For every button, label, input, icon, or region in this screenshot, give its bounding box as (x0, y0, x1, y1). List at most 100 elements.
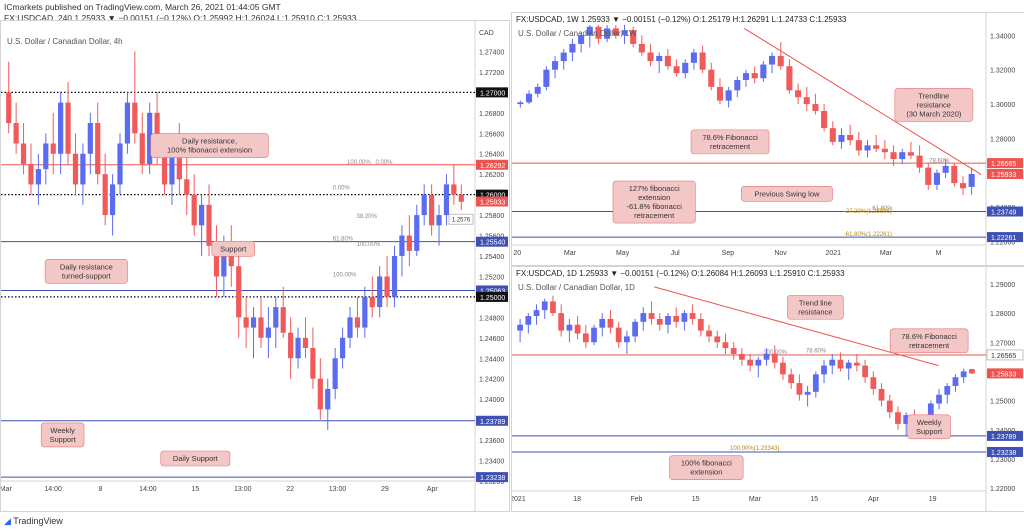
tradingview-footer[interactable]: ◢ TradingView (4, 516, 63, 527)
time-tick-label: 19 (929, 496, 937, 503)
candle-body (191, 194, 197, 226)
candle-body (369, 296, 375, 308)
annotation-text: 100% fibonacci (681, 459, 732, 468)
candle-body (656, 318, 663, 325)
candle-body (829, 359, 836, 366)
chart-header-daily: FX:USDCAD, 1D 1.25933 ▼ −0.00151 (−0.12%… (516, 269, 845, 278)
candle-body (280, 307, 286, 333)
candle-body (258, 317, 264, 338)
price-tag (987, 206, 1023, 217)
candle-body (295, 337, 301, 359)
time-tick-label: May (616, 250, 630, 257)
candle-body (325, 388, 331, 410)
annotation-callout[interactable]: Previous Swing low (741, 185, 833, 202)
candle-body (451, 184, 457, 195)
annotation-box (907, 414, 951, 440)
candle-body (176, 153, 182, 180)
candle-body (206, 204, 212, 246)
crosshair-price-label: 1.2576 (452, 218, 471, 224)
annotation-box (211, 241, 255, 257)
candle-body (43, 143, 49, 170)
candle-body (903, 415, 910, 424)
currency-label: CAD (479, 30, 494, 37)
candle-body (414, 215, 420, 251)
annotation-callout[interactable]: Daily Support (160, 450, 231, 467)
annotation-callout[interactable]: Support (211, 241, 255, 257)
candle-body (624, 336, 630, 343)
candle-body (550, 301, 556, 314)
candle-body (916, 155, 923, 168)
annotation-text: (30 March 2020) (906, 109, 962, 118)
candle-body (795, 90, 802, 98)
trendline[interactable] (743, 28, 982, 175)
chart-title-daily: U.S. Dollar / Canadian Dollar, 1D (518, 283, 635, 292)
candle-body (870, 377, 877, 389)
price-axis[interactable] (986, 267, 1024, 511)
annotation-box (44, 259, 128, 284)
candle-body (699, 52, 706, 70)
fib-level-label: 100.00% (763, 350, 787, 356)
time-tick-label: 8 (99, 486, 103, 493)
candle-body (960, 371, 967, 378)
candle-body (697, 318, 704, 331)
candle-body (933, 172, 940, 185)
candle-body (347, 317, 353, 338)
candle-body (541, 301, 548, 311)
chart-panel-4h[interactable]: U.S. Dollar / Canadian Dollar, 4h 1.2740… (0, 20, 510, 512)
candle-body (586, 26, 593, 36)
time-tick-label: 20 (513, 250, 521, 257)
fib-level-label: -61.80%(1.22261) (844, 232, 892, 238)
candle-body (391, 256, 398, 297)
tradingview-logo-icon: ◢ (4, 516, 11, 526)
candle-body (243, 317, 249, 328)
candle-body (399, 235, 405, 256)
price-tick-label: 1.23200 (479, 479, 504, 486)
candle-body (640, 313, 647, 322)
annotation-text: 78.6% Fibonacci (901, 332, 957, 341)
candle-body (20, 143, 27, 164)
candle-body (599, 318, 606, 328)
publish-info: ICmarkets published on TradingView.com, … (4, 2, 281, 12)
price-tag-label: 1.22261 (991, 235, 1016, 242)
chart-4h-svg[interactable]: 1.27400 1.27200 1.27000 1.26800 1.26600 1.264… (1, 21, 509, 511)
chart-weekly-svg[interactable]: 1.340001.320001.300001.280001.260001.240… (512, 13, 1024, 265)
time-tick-label: Apr (868, 496, 880, 503)
candle-body (751, 73, 758, 79)
price-tag-label: 1.23749 (991, 210, 1016, 217)
price-tag (476, 87, 508, 98)
annotation-box (612, 180, 696, 224)
candle-body (682, 62, 689, 74)
candle-body (786, 66, 793, 91)
candle-body (878, 388, 885, 401)
price-tag (986, 349, 1024, 361)
fib-level-label: 0.00% (333, 186, 351, 192)
price-tag (476, 415, 508, 426)
candle-body (273, 307, 279, 328)
chart-panel-weekly[interactable]: FX:USDCAD, 1W 1.25933 ▼ −0.00151 (−0.12%… (511, 12, 1024, 266)
candle-body (604, 28, 611, 39)
candle-body (796, 383, 803, 395)
price-axis[interactable] (986, 13, 1024, 265)
price-axis[interactable] (475, 21, 509, 511)
price-tick-label: 1.24400 (479, 356, 504, 363)
candle-body (689, 313, 696, 319)
chart-daily-svg[interactable]: 1.290001.280001.270001.260001.250001.240… (512, 267, 1024, 511)
fib-level-label: 61.80% (333, 237, 354, 243)
time-tick-label: Mar (564, 250, 577, 257)
fib-level-label: 100.00%(1.23343) (730, 446, 779, 452)
annotation-callout[interactable]: Daily resistance,100% fibonacci extensio… (150, 133, 269, 158)
price-tag (987, 368, 1023, 379)
chart-panel-daily[interactable]: FX:USDCAD, 1D 1.25933 ▼ −0.00151 (−0.12%… (511, 266, 1024, 512)
candle-body (458, 194, 464, 202)
annotation-text: resistance (917, 100, 951, 109)
candle-body (406, 235, 412, 251)
